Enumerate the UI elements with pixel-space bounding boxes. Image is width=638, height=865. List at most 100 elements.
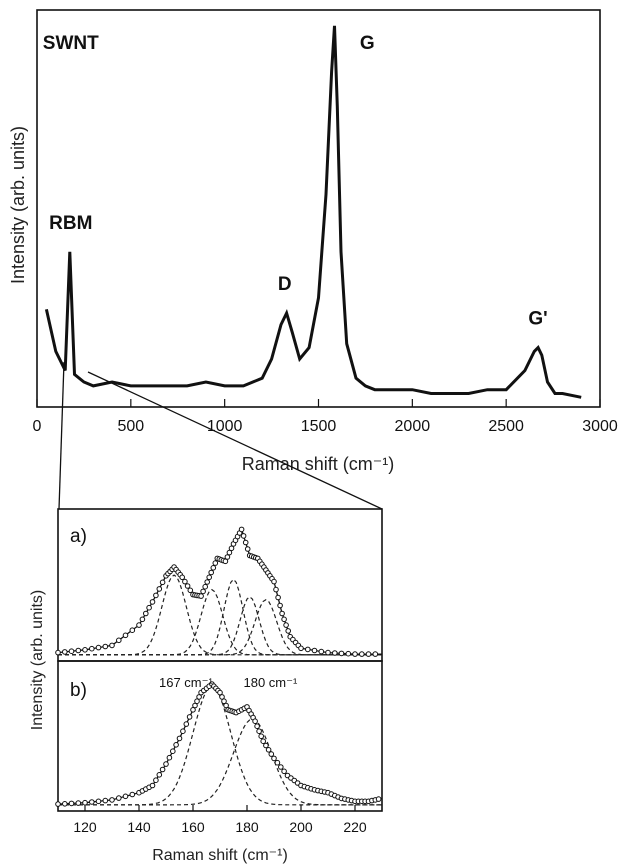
data-point <box>194 698 200 705</box>
inset-x-tick-label: 220 <box>343 819 367 835</box>
data-point <box>198 593 204 599</box>
data-point <box>179 574 185 581</box>
data-point <box>136 622 142 628</box>
data-point <box>62 649 68 655</box>
data-point <box>224 554 231 560</box>
fit-component <box>58 718 382 806</box>
data-point <box>311 647 318 654</box>
inset-y-axis-label: Intensity (arb. units) <box>29 590 46 731</box>
data-point <box>375 796 382 802</box>
data-point <box>244 546 251 552</box>
data-point <box>206 574 212 581</box>
data-point <box>159 766 166 773</box>
data-point <box>204 579 210 585</box>
data-point <box>202 583 208 590</box>
data-point <box>281 616 287 623</box>
main-spectrum-line <box>44 25 582 399</box>
data-point <box>258 733 265 740</box>
data-point <box>166 754 173 761</box>
data-point <box>318 648 325 655</box>
peak-annotation: D <box>278 274 292 295</box>
data-point <box>95 644 102 651</box>
inset-a-data <box>55 526 382 657</box>
data-point <box>75 647 82 654</box>
data-point <box>129 627 136 634</box>
peak-annotation: RBM <box>49 213 92 234</box>
data-point <box>156 772 163 778</box>
inset-a-frame <box>57 508 383 662</box>
data-point <box>345 650 352 657</box>
inset-x-tick-label: 200 <box>289 819 313 835</box>
data-point <box>89 645 95 652</box>
peak-position-label: 167 cm⁻¹ <box>159 675 213 690</box>
data-point <box>278 764 284 770</box>
peak-annotation: G <box>360 33 375 54</box>
main-x-tick-label: 3000 <box>582 418 618 435</box>
data-point <box>149 782 156 789</box>
data-point <box>305 646 311 653</box>
data-point <box>338 650 345 657</box>
data-point <box>268 751 275 757</box>
main-x-tick-label: 1000 <box>207 418 243 435</box>
main-x-tick-label: 0 <box>33 418 42 435</box>
main-x-tick-label: 2500 <box>488 418 524 435</box>
data-point <box>163 761 169 767</box>
main-plot-frame <box>36 9 601 408</box>
data-point <box>254 723 260 730</box>
inset-x-axis-label: Raman shift (cm⁻¹) <box>152 847 288 864</box>
data-point <box>183 721 190 727</box>
data-point <box>196 694 202 700</box>
data-point <box>238 526 245 533</box>
data-point <box>240 533 247 539</box>
data-point <box>68 648 75 655</box>
data-point <box>62 801 68 807</box>
data-point <box>187 587 194 594</box>
inset-b-data <box>55 681 383 807</box>
data-point <box>184 583 191 589</box>
data-point <box>242 539 249 546</box>
inset-a-panel-label: a) <box>70 526 87 547</box>
inset-x-axis-ticks: 120 140 160 180 200 220 <box>73 805 367 835</box>
zoom-line-left <box>58 361 65 510</box>
data-point <box>226 549 233 556</box>
data-point <box>275 594 281 601</box>
data-point <box>283 622 289 628</box>
main-x-tick-label: 500 <box>117 418 144 435</box>
data-point <box>279 610 285 617</box>
data-point <box>149 599 156 605</box>
fit-component <box>58 578 382 656</box>
data-point <box>122 632 129 639</box>
data-point <box>102 643 109 650</box>
data-point <box>102 797 109 804</box>
data-point <box>252 718 258 725</box>
data-point <box>219 694 225 700</box>
data-point <box>122 793 129 800</box>
data-point <box>176 735 183 742</box>
data-point <box>298 645 304 652</box>
data-point <box>156 586 163 592</box>
data-point <box>352 651 358 657</box>
peak-position-label: 180 cm⁻¹ <box>243 675 297 690</box>
data-point <box>159 579 166 586</box>
data-point <box>55 801 61 807</box>
data-point <box>273 586 279 593</box>
data-point <box>265 747 272 753</box>
data-point <box>285 628 292 634</box>
data-point <box>200 588 206 595</box>
main-x-tick-label: 1500 <box>301 418 337 435</box>
data-point <box>260 738 267 745</box>
data-point <box>208 569 214 576</box>
data-point <box>274 759 281 766</box>
data-point <box>212 560 219 566</box>
fit-component <box>58 685 382 806</box>
data-point <box>192 702 198 709</box>
inset-b-frame <box>57 660 383 812</box>
data-point <box>82 799 88 806</box>
inset-b-panel-label: b) <box>70 680 87 701</box>
data-point <box>89 799 95 805</box>
data-point <box>143 610 149 617</box>
main-peak-annotations: SWNT RBM D G G' <box>43 33 548 330</box>
fit-component <box>58 574 382 656</box>
data-point <box>82 647 88 653</box>
